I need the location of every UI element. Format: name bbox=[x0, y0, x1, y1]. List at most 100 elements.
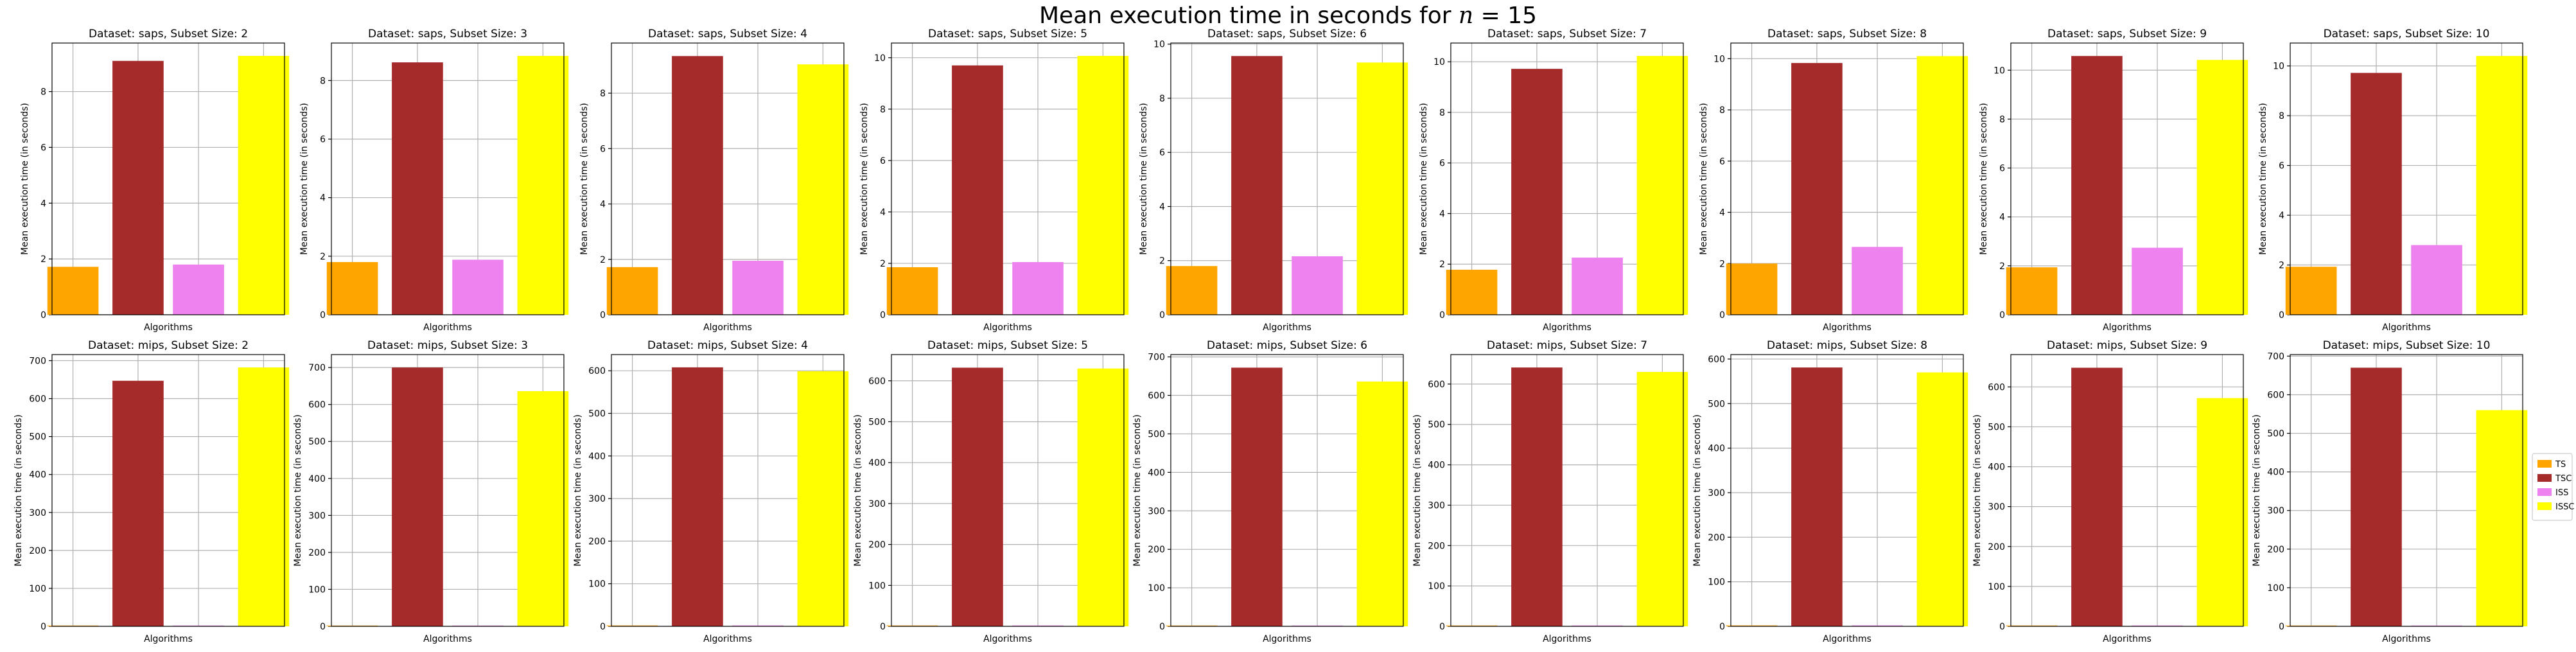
y-axis-label: Mean execution time (in seconds) bbox=[853, 414, 863, 567]
y-tick-label: 8 bbox=[1159, 94, 1165, 104]
bar-issc bbox=[517, 391, 569, 626]
y-tick-label: 0 bbox=[40, 622, 46, 632]
y-tick-label: 0 bbox=[320, 310, 326, 321]
y-axis-label: Mean execution time (in seconds) bbox=[1132, 414, 1143, 567]
y-axis-label: Mean execution time (in seconds) bbox=[293, 414, 303, 567]
y-tick-label: 2 bbox=[1439, 260, 1445, 270]
x-axis-label: Algorithms bbox=[1543, 322, 1591, 333]
y-tick-label: 0 bbox=[1439, 310, 1445, 321]
y-tick-label: 4 bbox=[1719, 208, 1725, 218]
bar-tsc bbox=[672, 56, 723, 315]
y-tick-label: 700 bbox=[2267, 351, 2284, 362]
y-tick-label: 600 bbox=[1708, 355, 1725, 365]
y-tick-label: 500 bbox=[29, 432, 46, 443]
bar-tsc bbox=[112, 380, 164, 626]
y-axis-label: Mean execution time (in seconds) bbox=[20, 103, 30, 255]
bar-issc bbox=[2476, 410, 2528, 626]
legend-label-issc: ISSC bbox=[2555, 502, 2574, 512]
subplot-saps-9: 0 2 4 6 8 10 Dataset: saps, Subset Size: 9 Algo… bbox=[1979, 28, 2248, 333]
bar-tsc bbox=[1231, 367, 1283, 626]
y-axis-label: Mean execution time (in seconds) bbox=[299, 103, 310, 255]
legend-label-ts: TS bbox=[2555, 460, 2566, 470]
subplot-title: Dataset: mips, Subset Size: 2 bbox=[88, 339, 249, 352]
bar-iss bbox=[1572, 257, 1623, 315]
bar-issc bbox=[1356, 381, 1408, 626]
y-tick-label: 300 bbox=[1148, 506, 1165, 516]
y-tick-label: 8 bbox=[2279, 111, 2284, 121]
y-tick-label: 0 bbox=[320, 622, 326, 632]
y-tick-label: 400 bbox=[868, 458, 886, 468]
y-tick-label: 6 bbox=[40, 143, 46, 153]
subplot-saps-6: 0 2 4 6 8 10 Dataset: saps, Subset Size: 6 Algo… bbox=[1139, 28, 1408, 333]
y-tick-label: 4 bbox=[600, 200, 606, 210]
x-axis-label: Algorithms bbox=[2382, 322, 2431, 333]
x-axis-label: Algorithms bbox=[1823, 634, 1871, 644]
bar-tsc bbox=[2351, 73, 2402, 315]
subplot-title: Dataset: saps, Subset Size: 4 bbox=[648, 28, 807, 40]
y-tick-label: 2 bbox=[600, 255, 606, 265]
bar-tsc bbox=[952, 367, 1003, 626]
y-tick-label: 2 bbox=[2279, 261, 2284, 271]
y-tick-label: 700 bbox=[29, 356, 46, 366]
bar-ts bbox=[47, 267, 99, 315]
y-tick-label: 300 bbox=[588, 494, 606, 504]
subplot-title: Dataset: mips, Subset Size: 6 bbox=[1207, 339, 1367, 352]
bar-tsc bbox=[1511, 367, 1563, 626]
subplot-title: Dataset: mips, Subset Size: 3 bbox=[367, 339, 528, 352]
y-axis-label: Mean execution time (in seconds) bbox=[13, 414, 24, 567]
bar-tsc bbox=[672, 367, 723, 626]
y-tick-label: 4 bbox=[1439, 209, 1445, 219]
x-axis-label: Algorithms bbox=[423, 634, 472, 644]
bar-tsc bbox=[392, 367, 443, 626]
y-tick-label: 200 bbox=[1428, 541, 1445, 551]
y-tick-label: 2 bbox=[40, 254, 46, 265]
subplot-title: Dataset: mips, Subset Size: 7 bbox=[1487, 339, 1647, 352]
y-tick-label: 2 bbox=[880, 259, 886, 269]
axes-frame bbox=[611, 42, 845, 315]
bar-ts bbox=[326, 261, 378, 315]
y-tick-label: 300 bbox=[1988, 502, 2005, 513]
legend-label-iss: ISS bbox=[2555, 488, 2568, 498]
bar-issc bbox=[238, 55, 290, 315]
bar-issc bbox=[2196, 60, 2248, 315]
y-axis-label: Mean execution time (in seconds) bbox=[2258, 103, 2268, 255]
subplot-title: Dataset: mips, Subset Size: 9 bbox=[2047, 339, 2207, 352]
bar-iss bbox=[452, 260, 504, 315]
y-tick-label: 500 bbox=[1988, 422, 2005, 432]
y-tick-label: 0 bbox=[1159, 310, 1165, 321]
legend-label-tsc: TSC bbox=[2555, 474, 2572, 484]
y-tick-label: 600 bbox=[1988, 382, 2005, 392]
bar-issc bbox=[1916, 56, 1968, 315]
y-tick-label: 300 bbox=[868, 499, 886, 509]
bar-ts bbox=[2006, 267, 2058, 315]
bar-iss bbox=[2132, 247, 2183, 315]
bar-tsc bbox=[1231, 56, 1283, 315]
bar-issc bbox=[1916, 372, 1968, 626]
axes-frame bbox=[1450, 42, 1684, 315]
y-tick-label: 0 bbox=[40, 310, 46, 321]
axes-frame bbox=[2010, 42, 2244, 315]
x-axis-label: Algorithms bbox=[144, 322, 193, 333]
bar-issc bbox=[1077, 56, 1129, 315]
x-axis-label: Algorithms bbox=[703, 322, 752, 333]
bar-ts bbox=[886, 267, 938, 315]
y-tick-label: 300 bbox=[1708, 488, 1725, 498]
y-tick-label: 8 bbox=[40, 87, 46, 98]
y-tick-label: 600 bbox=[1148, 391, 1165, 401]
y-tick-label: 100 bbox=[868, 581, 886, 591]
y-tick-label: 8 bbox=[1999, 114, 2005, 125]
y-tick-label: 6 bbox=[880, 156, 886, 166]
y-tick-label: 4 bbox=[40, 198, 46, 209]
y-tick-label: 0 bbox=[1719, 310, 1725, 321]
y-tick-label: 400 bbox=[1148, 468, 1165, 478]
y-tick-label: 400 bbox=[29, 470, 46, 480]
y-tick-label: 200 bbox=[1148, 545, 1165, 555]
subplot-saps-2: 0 2 4 6 8 Dataset: saps, Subset Size: 2 Algori… bbox=[20, 28, 290, 333]
axes-frame bbox=[891, 354, 1125, 627]
y-tick-label: 100 bbox=[1988, 582, 2005, 592]
bar-tsc bbox=[2071, 367, 2123, 626]
subplot-title: Dataset: mips, Subset Size: 10 bbox=[2323, 339, 2491, 352]
y-tick-label: 4 bbox=[1999, 213, 2005, 223]
y-tick-label: 0 bbox=[1719, 622, 1725, 632]
